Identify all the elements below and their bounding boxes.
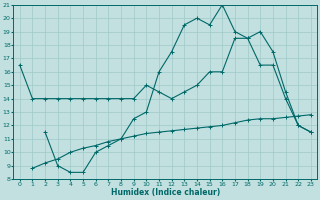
X-axis label: Humidex (Indice chaleur): Humidex (Indice chaleur): [111, 188, 220, 197]
